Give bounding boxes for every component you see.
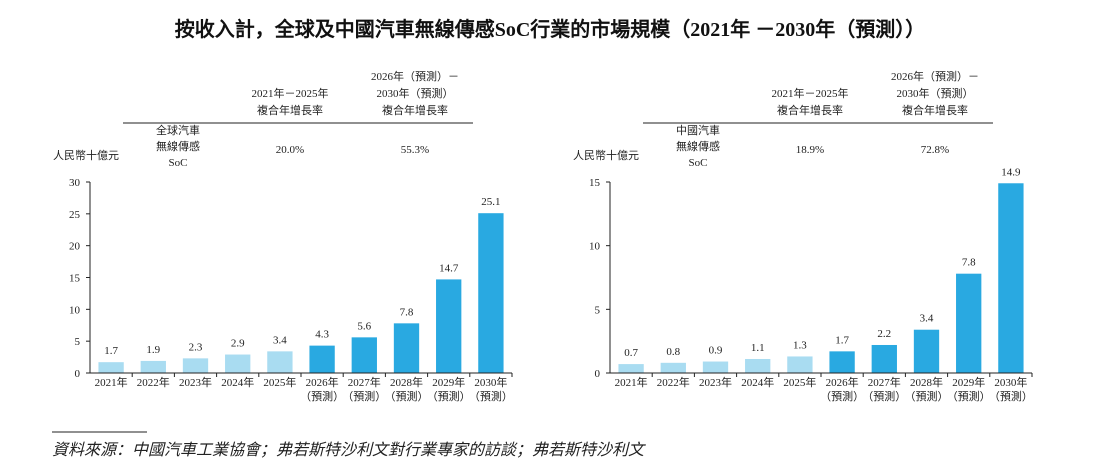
- x-tick-label: 2022年: [137, 375, 170, 389]
- bar: [140, 360, 166, 373]
- bar: [829, 351, 855, 373]
- bar: [787, 356, 813, 373]
- y-tick-label: 5: [595, 304, 601, 316]
- bar: [871, 344, 897, 373]
- bar: [436, 279, 462, 373]
- x-tick-label: 2026年（預測）: [300, 375, 344, 403]
- x-tick-label: 2029年（預測）: [947, 375, 991, 403]
- value-label: 1.3: [793, 339, 807, 351]
- value-label: 1.9: [146, 344, 160, 356]
- bar: [182, 358, 209, 373]
- bar: [478, 213, 504, 373]
- y-tick-label: 30: [69, 177, 81, 189]
- y-tick-label: 15: [69, 273, 81, 285]
- table-header: 2021年－2025年複合年增長率: [252, 86, 329, 117]
- x-tick-label: 2027年（預測）: [862, 375, 906, 403]
- bar: [660, 362, 686, 373]
- x-tick-label: 2021年: [615, 375, 648, 389]
- y-tick-label: 25: [69, 209, 81, 221]
- x-tick-label: 2026年（預測）: [820, 375, 864, 403]
- table-cell: 55.3%: [401, 144, 429, 156]
- table-header: 2026年（預測）－ 2030年（預測）複合年增長率: [371, 69, 459, 117]
- bar: [225, 354, 251, 373]
- x-tick-label: 2027年（預測）: [342, 375, 386, 403]
- value-label: 1.1: [751, 342, 765, 354]
- bar: [702, 361, 729, 373]
- x-tick-label: 2029年（預測）: [427, 375, 471, 403]
- table-header: 2026年（預測）－ 2030年（預測）複合年增長率: [891, 69, 979, 117]
- bar: [393, 323, 420, 373]
- y-tick-label: 5: [75, 336, 81, 348]
- table-row-label: 全球汽車無線傳感 SoC: [156, 123, 200, 169]
- value-label: 1.7: [835, 334, 849, 346]
- x-tick-label: 2021年: [95, 375, 128, 389]
- y-tick-label: 20: [69, 241, 81, 253]
- source: 資料來源：中國汽車工業協會；弗若斯特沙利文對行業專家的訪談；弗若斯特沙利文: [52, 441, 646, 459]
- value-label: 5.6: [357, 320, 371, 332]
- value-label: 0.9: [709, 345, 723, 357]
- table-header: 2021年－2025年複合年增長率: [772, 86, 849, 117]
- value-label: 0.7: [624, 347, 638, 359]
- x-tick-label: 2025年: [263, 375, 296, 389]
- x-tick-label: 2030年（預測）: [989, 375, 1033, 403]
- x-tick-label: 2028年（預測）: [905, 375, 949, 403]
- y-tick-label: 10: [69, 304, 81, 316]
- value-label: 0.8: [666, 346, 680, 358]
- x-tick-label: 2024年: [221, 375, 254, 389]
- chart-title: 按收入計，全球及中國汽車無線傳感SoC行業的市場規模（2021年 －2030年（…: [175, 17, 926, 41]
- bar: [267, 351, 293, 373]
- value-label: 3.4: [273, 334, 287, 346]
- bar: [956, 273, 982, 373]
- y-tick-label: 15: [589, 177, 601, 189]
- value-label: 7.8: [400, 306, 414, 318]
- bar: [351, 337, 377, 373]
- x-tick-label: 2024年: [741, 375, 774, 389]
- value-label: 14.9: [1001, 166, 1021, 178]
- bar: [309, 345, 335, 373]
- table-cell: 20.0%: [276, 144, 304, 156]
- x-tick-label: 2028年（預測）: [385, 375, 429, 403]
- value-label: 3.4: [920, 313, 934, 325]
- table-cell: 18.9%: [796, 144, 824, 156]
- value-label: 1.7: [104, 345, 118, 357]
- bar: [745, 358, 771, 373]
- bar: [98, 362, 124, 373]
- bar: [913, 329, 940, 373]
- value-label: 7.8: [962, 257, 976, 269]
- value-label: 2.9: [231, 338, 245, 350]
- x-tick-label: 2030年（預測）: [469, 375, 513, 403]
- unit-label: 人民幣十億元: [53, 148, 119, 162]
- table-cell: 72.8%: [921, 144, 949, 156]
- value-label: 2.3: [189, 341, 203, 353]
- y-tick-label: 10: [589, 241, 601, 253]
- value-label: 14.7: [439, 262, 459, 274]
- y-tick-label: 0: [595, 368, 601, 380]
- bar: [618, 364, 644, 373]
- x-tick-label: 2023年: [699, 375, 732, 389]
- value-label: 4.3: [315, 329, 329, 341]
- x-tick-label: 2025年: [783, 375, 816, 389]
- unit-label: 人民幣十億元: [573, 148, 639, 162]
- bar: [998, 183, 1024, 373]
- y-tick-label: 0: [75, 368, 81, 380]
- x-tick-label: 2023年: [179, 375, 212, 389]
- value-label: 25.1: [481, 196, 500, 208]
- table-row-label: 中國汽車無線傳感 SoC: [676, 123, 720, 169]
- value-label: 2.2: [877, 328, 891, 340]
- x-tick-label: 2022年: [657, 375, 690, 389]
